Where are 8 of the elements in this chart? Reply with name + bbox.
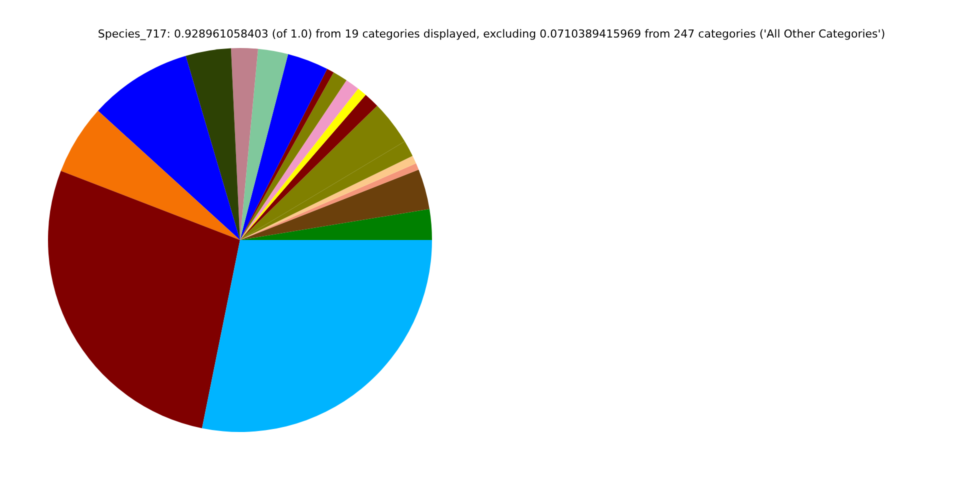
pie-slice (186, 48, 240, 240)
pie-slice (240, 48, 288, 240)
pie-slice (202, 240, 432, 432)
pie-slice (240, 209, 432, 240)
pie-slice (60, 110, 240, 240)
pie-slice (230, 48, 258, 240)
text: Species_717: 0.928961058403 (of 1.0) from 19 categories displayed, excluding 0.0710389415969 from 247 categories ('All Other Categories') (98, 27, 886, 40)
pie-slice (48, 170, 240, 428)
